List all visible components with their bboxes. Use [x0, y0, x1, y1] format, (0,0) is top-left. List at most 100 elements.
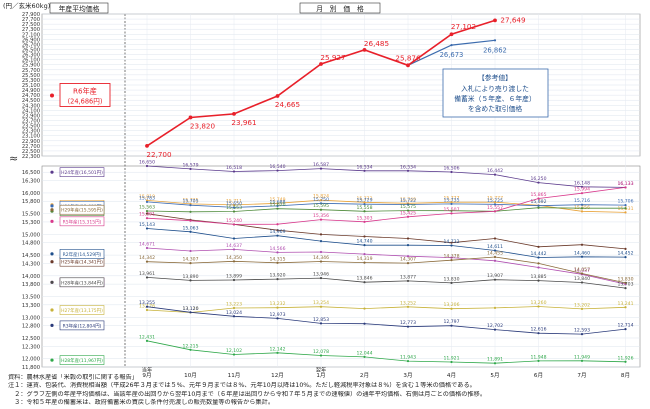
- reference-point: [493, 39, 497, 42]
- series-point: [406, 359, 410, 363]
- annual-value-label: (24,686円): [68, 97, 103, 105]
- series-point: [276, 251, 279, 254]
- x-tick-label: 7月: [577, 372, 586, 379]
- x-tick-label: 9月: [142, 372, 151, 379]
- r6-data-label: 25,876: [395, 53, 421, 62]
- annual-box: [59, 277, 105, 288]
- series-data-label: 13,254: [313, 300, 329, 306]
- annual-series-name: R6年産: [73, 86, 97, 95]
- series-point: [580, 207, 584, 210]
- series-point: [319, 240, 323, 243]
- tick-label: 12,800: [22, 324, 40, 330]
- series-point: [232, 315, 236, 318]
- reference-point: [450, 44, 453, 47]
- tick-label: 23,500: [22, 124, 40, 130]
- series-point: [189, 262, 192, 265]
- series-data-label: 13,890: [182, 274, 198, 280]
- tick-label: 13,500: [22, 295, 40, 301]
- annual-box: [59, 83, 111, 107]
- annual-point: [50, 208, 54, 212]
- series-point: [624, 247, 627, 250]
- series-point: [580, 333, 584, 336]
- series-data-label: 13,202: [574, 302, 590, 308]
- series-line: [146, 247, 626, 285]
- series-data-label: 16,587: [313, 162, 329, 168]
- series-point: [189, 219, 192, 222]
- series-line: [146, 187, 626, 225]
- annual-label: H27年産(13,175円): [61, 307, 103, 314]
- series-point: [493, 201, 497, 204]
- tick-label: 27,300: [22, 27, 40, 33]
- annual-box: [59, 320, 105, 331]
- series-point: [232, 170, 236, 173]
- series-data-label: 14,455: [487, 250, 503, 256]
- series-point: [493, 173, 497, 176]
- series-point: [493, 362, 497, 365]
- series-point: [363, 201, 366, 204]
- series-point: [406, 203, 410, 206]
- series-data-label: 15,557: [487, 205, 503, 211]
- tick-label: 23,700: [22, 119, 40, 125]
- series-data-label: 15,716: [574, 198, 590, 204]
- series-data-label: 14,319: [356, 256, 372, 262]
- series-data-label: 15,692: [530, 199, 546, 205]
- tick-label: 25,900: [22, 63, 40, 69]
- series-data-label: 16,148: [574, 180, 590, 186]
- annual-point: [50, 323, 54, 327]
- r6-data-label: 22,700: [146, 150, 172, 159]
- series-data-label: 13,920: [269, 273, 285, 279]
- series-data-label: 15,620: [269, 202, 285, 208]
- annual-label: H28年産(11,967円): [61, 357, 103, 364]
- series-point: [319, 199, 323, 202]
- tick-label: 27,100: [22, 32, 40, 38]
- series-line: [146, 306, 626, 335]
- series-point: [537, 245, 540, 248]
- series-point: [319, 354, 323, 357]
- tick-label: 14,500: [22, 253, 40, 259]
- r6-point: [319, 62, 323, 66]
- tick-label: 24,700: [22, 93, 40, 99]
- series-point: [624, 255, 627, 259]
- series-point: [145, 260, 149, 263]
- series-line: [146, 199, 626, 213]
- series-point: [276, 202, 279, 205]
- series-data-label: 15,575: [400, 204, 416, 210]
- series-data-label: 13,255: [139, 300, 155, 306]
- tick-label: 16,500: [22, 170, 40, 176]
- x-tick-label: 4月: [447, 372, 456, 379]
- series-data-label: 12,102: [226, 348, 242, 354]
- series-point: [319, 276, 323, 280]
- series-point: [232, 353, 236, 356]
- series-data-label: 13,946: [313, 272, 329, 278]
- series-data-label: 16,250: [530, 176, 546, 182]
- series-point: [580, 272, 584, 275]
- tick-label: 24,900: [22, 88, 40, 94]
- series-point: [493, 203, 497, 206]
- series-data-label: 15,143: [139, 222, 155, 228]
- marks: 26,673 26,862 22,700 23,820 23,961 24,665 25,9…: [50, 15, 634, 365]
- series-data-label: 16,133: [617, 181, 633, 187]
- annual-point: [50, 170, 54, 174]
- annual-box: [59, 204, 105, 215]
- tick-label: 12,500: [22, 336, 40, 342]
- series-point: [319, 250, 323, 254]
- series-data-label: 15,773: [356, 196, 372, 202]
- series-point: [580, 210, 584, 213]
- tick-label: 23,300: [22, 129, 40, 135]
- r6-point: [406, 63, 410, 68]
- r6-point: [449, 32, 454, 37]
- series-data-label: 13,703: [617, 282, 633, 288]
- annual-point: [50, 93, 54, 98]
- reference-data-label: 26,862: [483, 46, 507, 54]
- series-data-label: 15,425: [400, 210, 416, 216]
- series-data-label: 16,650: [139, 160, 155, 166]
- series-point: [450, 201, 453, 204]
- series-data-label: 13,846: [356, 276, 372, 282]
- tick-label: 22,900: [22, 139, 40, 145]
- note-3: ３：令和５年産の備蓄米は、政府備蓄米の買戻し条件付売渡しの販売数量等の報告から集…: [8, 399, 275, 407]
- annual-point: [50, 204, 54, 208]
- series-data-label: 15,553: [226, 205, 242, 211]
- series-line: [146, 165, 626, 188]
- series-data-label: 13,840: [574, 276, 590, 282]
- series-point: [537, 332, 540, 335]
